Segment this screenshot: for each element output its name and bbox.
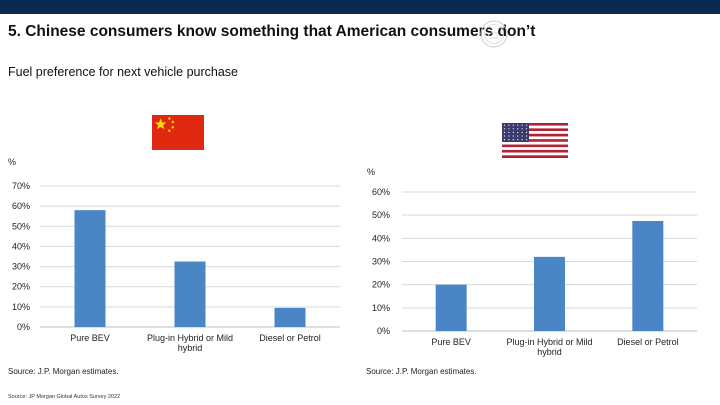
bar — [534, 256, 565, 331]
us-flag-star — [512, 135, 514, 137]
y-axis-unit-label: % — [367, 167, 375, 177]
us-flag-stripe — [502, 152, 568, 156]
us-flag-star — [503, 131, 506, 133]
china-flag-icon — [152, 115, 204, 150]
us-flag-star — [503, 139, 506, 141]
x-tick-label: hybrid — [178, 343, 203, 353]
slide-footnote: Source: JP Morgan Global Autos Survey 20… — [8, 394, 121, 400]
us-flag-star — [508, 124, 510, 126]
y-tick-label: 10% — [372, 303, 390, 313]
x-tick-label: Pure BEV — [431, 337, 471, 347]
us-flag-star — [521, 131, 523, 133]
us-flag-star — [503, 128, 506, 130]
us-flag-star — [503, 135, 506, 137]
y-tick-label: 50% — [372, 210, 390, 220]
cn-flag-big-star — [154, 118, 167, 130]
cn-flag-small-star — [171, 120, 175, 124]
slide-title: 5. Chinese consumers know something that… — [8, 23, 536, 40]
us-flag-stripe — [502, 136, 568, 140]
usa-chart-source: Source: J.P. Morgan estimates. — [366, 367, 477, 376]
x-tick-label: Diesel or Petrol — [259, 333, 321, 343]
us-flag-star — [525, 131, 528, 133]
us-flag-star — [508, 135, 510, 137]
us-flag-star — [512, 124, 514, 126]
circular-seal-logo-icon — [480, 20, 508, 48]
y-tick-label: 30% — [372, 257, 390, 267]
us-flag-star — [525, 135, 528, 137]
bar — [174, 261, 206, 327]
us-flag-stripe — [502, 147, 568, 150]
us-flag-stripe — [502, 133, 568, 137]
x-tick-label: Plug-in Hybrid or Mild — [506, 337, 592, 347]
cn-flag-small-star — [168, 129, 171, 132]
y-tick-label: 0% — [17, 322, 30, 332]
us-flag-stripe — [502, 125, 568, 129]
us-flag-stripe — [502, 149, 568, 153]
x-tick-label: Pure BEV — [70, 333, 110, 343]
cn-flag-small-star — [171, 126, 175, 129]
us-flag-star — [517, 135, 519, 137]
us-flag-star — [521, 139, 523, 141]
y-tick-label: 0% — [377, 326, 390, 336]
us-flag-star — [521, 128, 523, 130]
y-tick-label: 40% — [12, 241, 30, 251]
us-flag-star — [517, 131, 519, 133]
y-tick-label: 40% — [372, 233, 390, 243]
us-flag-canton — [502, 123, 529, 142]
us-flag-star — [508, 131, 510, 133]
us-flag-stripe — [502, 141, 568, 145]
china-chart-source: Source: J.P. Morgan estimates. — [8, 367, 119, 376]
y-tick-label: 60% — [12, 201, 30, 211]
usa-bar-chart: % 0% 10% 20% 30% 40% 50% 60% Pure BEV Plug-in Hyb… — [367, 167, 697, 357]
us-flag-star — [508, 128, 510, 130]
us-flag-star — [525, 128, 528, 130]
us-flag-star — [517, 128, 519, 130]
us-flag-star — [521, 124, 523, 126]
y-tick-label: 60% — [372, 187, 390, 197]
us-flag-star — [525, 139, 528, 141]
slide-subtitle: Fuel preference for next vehicle purchas… — [8, 65, 238, 79]
y-tick-label: 10% — [12, 302, 30, 312]
us-flag-stripe — [502, 155, 568, 158]
us-flag-star — [512, 131, 514, 133]
cn-flag-small-star — [168, 117, 171, 120]
top-banner — [0, 0, 720, 14]
us-flag-star — [512, 128, 514, 130]
us-flag-star — [503, 124, 506, 126]
usa-flag-icon — [502, 123, 568, 158]
y-tick-label: 20% — [372, 280, 390, 290]
cn-flag-field — [152, 115, 204, 150]
us-flag-star — [525, 124, 528, 126]
us-flag-star — [517, 124, 519, 126]
bar — [632, 220, 664, 331]
us-flag-star — [508, 139, 510, 141]
y-tick-label: 70% — [12, 181, 30, 191]
us-flag-stripe — [502, 139, 568, 142]
china-bar-chart: % 0% 10% 20% 30% 40% 50% 60% 70% Pure BEV Plug-in … — [8, 157, 340, 353]
bar — [435, 284, 467, 331]
x-tick-label: Plug-in Hybrid or Mild — [147, 333, 233, 343]
y-tick-label: 30% — [12, 262, 30, 272]
us-flag-stripe — [502, 144, 568, 148]
us-flag-star — [521, 135, 523, 137]
us-flag-stripe — [502, 128, 568, 132]
x-tick-label: hybrid — [537, 347, 562, 357]
bar — [274, 307, 306, 327]
us-flag-stripe — [502, 131, 568, 134]
us-flag-stripe — [502, 123, 568, 126]
y-tick-label: 50% — [12, 221, 30, 231]
x-tick-label: Diesel or Petrol — [617, 337, 679, 347]
bar — [74, 210, 106, 327]
us-flag-star — [512, 139, 514, 141]
y-axis-unit-label: % — [8, 157, 16, 167]
us-flag-star — [517, 139, 519, 141]
y-tick-label: 20% — [12, 282, 30, 292]
